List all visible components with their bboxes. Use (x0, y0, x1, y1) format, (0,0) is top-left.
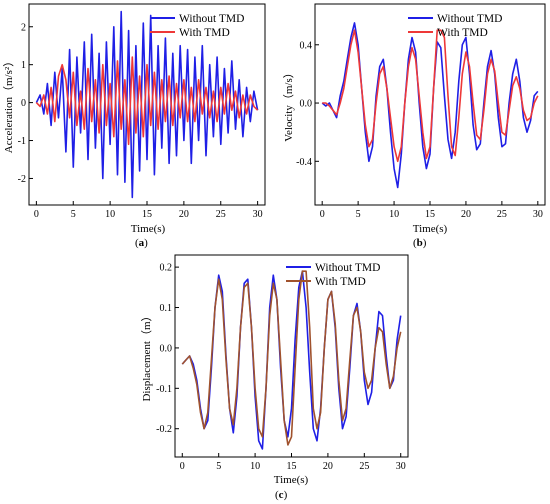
series-line-with-tmd (181, 270, 402, 446)
x-tick-label: 0 (180, 461, 185, 472)
x-tick-label: 5 (71, 209, 76, 220)
panel-caption: (b) (413, 237, 427, 249)
panel-caption: (a) (135, 237, 148, 249)
y-tick-label: -1 (18, 136, 26, 147)
y-tick-label: 0.4 (300, 40, 313, 51)
chart-panel-c: 0 5 10 15 20 25 30 -0.2 -0.1 0.0 0.1 0.2 Time(s) Disp… (140, 254, 409, 501)
x-tick-label: 10 (389, 209, 399, 220)
series-line-without-tmd (321, 22, 539, 189)
y-tick-label: -2 (18, 174, 26, 185)
y-tick-label: -0.4 (296, 157, 312, 168)
x-tick-label: 0 (34, 209, 39, 220)
legend-label-with-tmd: With TMD (179, 27, 230, 39)
x-tick-label: 20 (323, 461, 333, 472)
y-axis-label: Displacement（m） (140, 310, 153, 401)
chart-panel-a: 0 5 10 15 20 25 30 -2 -1 0 1 2 Time(s) Acceleration（m… (2, 3, 266, 249)
legend-label-with-tmd: With TMD (315, 276, 366, 288)
x-tick-label: 20 (179, 209, 189, 220)
chart-panel-b: 0 5 10 15 20 25 30 -0.4 0.0 0.4 Time(s) Velocity（m/… (282, 3, 546, 249)
x-tick-label: 25 (497, 209, 507, 220)
y-axis-label: Velocity（m/s） (282, 67, 295, 142)
legend-label-without-tmd: Without TMD (315, 262, 380, 274)
y-tick-label: 1 (21, 60, 26, 71)
x-axis-label: Time(s) (413, 223, 448, 235)
legend-label-without-tmd: Without TMD (179, 13, 244, 25)
series-line-without-tmd (181, 270, 402, 450)
x-tick-label: 10 (250, 461, 260, 472)
series-line-with-tmd (322, 29, 539, 163)
series-line-without-tmd (35, 10, 259, 199)
y-tick-label: 0.0 (300, 99, 313, 110)
y-axis-label: Acceleration（m/s²） (2, 56, 15, 153)
x-tick-label: 5 (356, 209, 361, 220)
panel-caption: (c) (275, 489, 288, 501)
x-tick-label: 25 (359, 461, 369, 472)
y-tick-label: -0.2 (156, 424, 172, 435)
legend-label-with-tmd: With TMD (437, 27, 488, 39)
x-axis-label: Time(s) (131, 223, 166, 235)
x-tick-label: 0 (320, 209, 325, 220)
x-tick-label: 15 (287, 461, 297, 472)
x-tick-label: 30 (253, 209, 263, 220)
x-tick-label: 25 (216, 209, 226, 220)
y-tick-label: 0.0 (160, 343, 173, 354)
y-tick-label: 0 (21, 98, 26, 109)
y-tick-label: 0.1 (160, 303, 173, 314)
x-tick-label: 15 (425, 209, 435, 220)
x-tick-label: 30 (396, 461, 406, 472)
x-tick-label: 20 (461, 209, 471, 220)
x-axis-label: Time(s) (274, 474, 309, 486)
series-line-with-tmd (35, 56, 259, 146)
y-tick-label: -0.1 (156, 384, 172, 395)
x-tick-label: 30 (533, 209, 543, 220)
x-tick-label: 10 (105, 209, 115, 220)
x-tick-label: 5 (216, 461, 221, 472)
y-tick-label: 0.2 (160, 263, 173, 274)
x-tick-label: 15 (142, 209, 152, 220)
y-tick-label: 2 (21, 22, 26, 33)
legend-label-without-tmd: Without TMD (437, 13, 502, 25)
